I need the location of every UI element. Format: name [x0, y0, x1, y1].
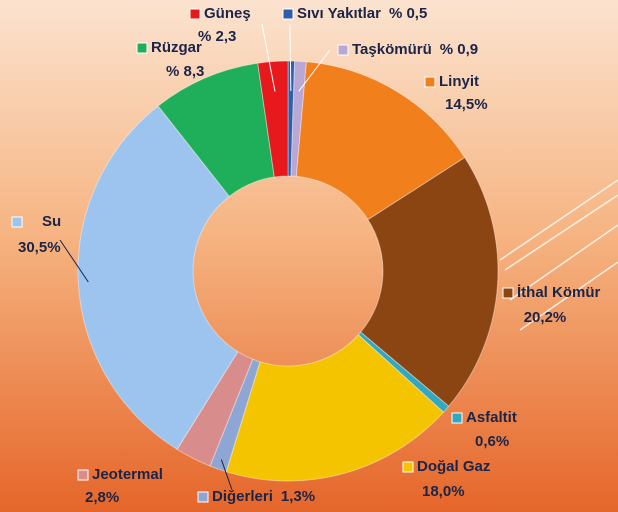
category-label: Asfaltit — [466, 409, 517, 426]
leader-line — [220, 459, 233, 491]
value-label: 0,6% — [475, 433, 509, 450]
slice-label: Sıvı Yakıtlar % 0,5 — [297, 5, 427, 22]
category-label: Taşkömürü — [352, 41, 432, 58]
category-label: Linyit — [439, 73, 479, 90]
legend-swatch — [197, 491, 209, 503]
slice-label: İthal Kömür — [517, 284, 600, 301]
slice-label: Güneş — [204, 5, 251, 22]
value-label: 1,3% — [281, 488, 315, 505]
value-label: 14,5% — [445, 96, 488, 113]
slice — [290, 60, 308, 177]
slice — [257, 60, 289, 178]
legend-swatch — [502, 287, 514, 299]
category-label: Jeotermal — [92, 466, 163, 483]
slice-label: Rüzgar — [151, 39, 202, 56]
slice-label: Linyit — [439, 73, 479, 90]
decoration — [499, 179, 618, 331]
slice-label: Su — [42, 213, 61, 230]
leader-line — [261, 23, 276, 92]
value-label: 2,8% — [85, 489, 119, 506]
legend-swatch — [451, 412, 463, 424]
legend-swatch — [189, 8, 201, 20]
value-label: % 0,9 — [440, 41, 478, 58]
leader-line — [298, 49, 331, 92]
value-label: % 8,3 — [166, 63, 204, 80]
value-label: % 0,5 — [389, 5, 427, 22]
category-label: Rüzgar — [151, 39, 202, 56]
slice — [77, 105, 239, 450]
value-label: 18,0% — [422, 483, 465, 500]
legend-swatch — [77, 469, 89, 481]
slice — [225, 334, 445, 482]
slice-label: Taşkömürü % 0,9 — [352, 41, 478, 58]
slice — [295, 61, 466, 221]
slice-label: Diğerleri 1,3% — [212, 488, 315, 505]
legend-swatch — [402, 461, 414, 473]
category-label: İthal Kömür — [517, 284, 600, 301]
value-label: 20,2% — [524, 309, 567, 326]
value-label: % 2,3 — [198, 28, 236, 45]
donut — [77, 60, 499, 482]
labels: Sıvı Yakıtlar % 0,5 Taşkömürü % 0,9 Linyit 14… — [11, 5, 600, 506]
category-label: Güneş — [204, 5, 251, 22]
slice-label: Asfaltit — [466, 409, 517, 426]
slice — [176, 350, 254, 467]
legend-swatch — [11, 216, 23, 228]
slice-label: Jeotermal — [92, 466, 163, 483]
legend-swatch — [337, 44, 349, 56]
category-label: Su — [42, 213, 61, 230]
category-label: Diğerleri — [212, 488, 273, 505]
value-label: 30,5% — [18, 239, 61, 256]
category-label: Doğal Gaz — [417, 458, 490, 475]
leader-line — [59, 239, 89, 283]
slice — [157, 62, 275, 198]
category-label: Sıvı Yakıtlar — [297, 5, 381, 22]
leader-line — [289, 23, 292, 92]
legend-swatch — [424, 76, 436, 88]
slice — [359, 156, 499, 407]
slice-label: Doğal Gaz — [417, 458, 490, 475]
legend-swatch — [282, 8, 294, 20]
legend-swatch — [136, 42, 148, 54]
